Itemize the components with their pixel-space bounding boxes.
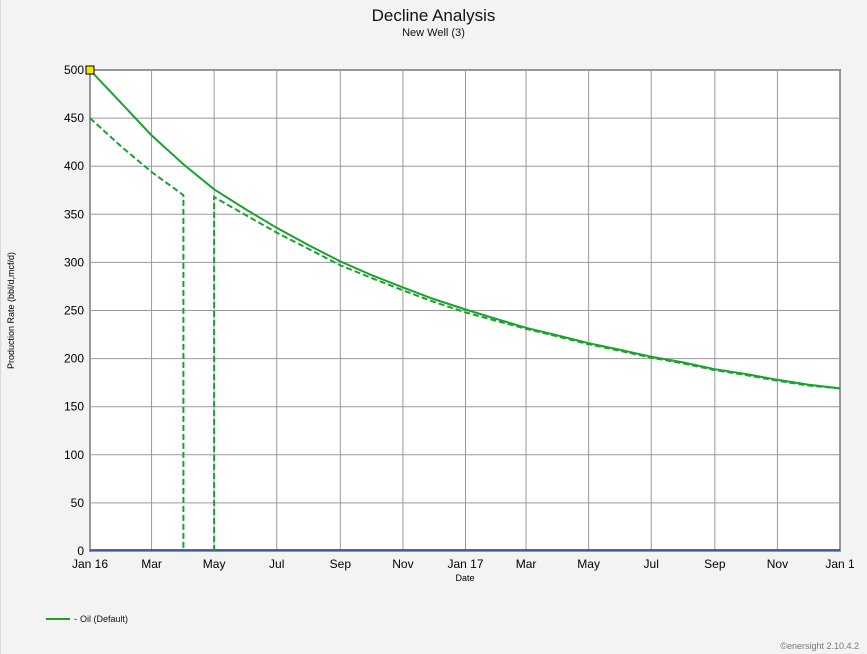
x-tick-label: May: [203, 557, 226, 571]
legend-swatch-oil: [46, 618, 70, 620]
y-tick-label: 50: [71, 496, 85, 510]
series-layer: [89, 69, 841, 551]
x-tick-label: May: [577, 557, 600, 571]
y-axis: 0 50 100 150 200 250 300 350 400 450 500: [64, 63, 84, 558]
y-tick-label: 350: [64, 207, 84, 221]
x-axis-title: Date: [455, 573, 474, 583]
x-tick-label: Nov: [392, 557, 413, 571]
y-tick-label: 250: [64, 304, 84, 318]
y-tick-label: 500: [64, 63, 84, 77]
x-tick-label: Sep: [704, 557, 726, 571]
chart-subtitle: New Well (3): [402, 27, 465, 39]
oil-dashed-series-line: [89, 117, 185, 551]
start-point-marker[interactable]: [85, 65, 95, 75]
y-tick-label: 100: [64, 448, 84, 462]
x-tick-label: Jan 16: [72, 557, 108, 571]
x-tick-label: Nov: [767, 557, 788, 571]
y-tick-label: 300: [64, 255, 84, 269]
y-tick-label: 0: [77, 544, 84, 558]
y-axis-title: Production Rate (bbl/d,mcf/d): [6, 252, 16, 369]
y-tick-label: 150: [64, 400, 84, 414]
x-tick-label: Mar: [141, 557, 162, 571]
x-tick-label: Jan 1: [825, 557, 855, 571]
x-tick-label: Mar: [516, 557, 537, 571]
x-axis: Jan 16 Mar May Jul Sep Nov Jan 17 Mar May Jul Sep N…: [72, 557, 855, 571]
legend-prefix: -: [74, 614, 77, 624]
x-tick-label: Sep: [330, 557, 352, 571]
x-tick-label: Jan 17: [447, 557, 483, 571]
version-footer: ©enersight 2.10.4.2: [780, 641, 859, 651]
oil-dashed-series-line: [213, 195, 841, 551]
y-tick-label: 200: [64, 352, 84, 366]
x-tick-label: Jul: [269, 557, 284, 571]
y-tick-label: 400: [64, 159, 84, 173]
chart-title: Decline Analysis: [371, 6, 496, 25]
y-tick-label: 450: [64, 111, 84, 125]
x-tick-label: Jul: [644, 557, 659, 571]
legend: - Oil (Default): [46, 614, 128, 624]
legend-label-oil: Oil (Default): [80, 614, 129, 624]
